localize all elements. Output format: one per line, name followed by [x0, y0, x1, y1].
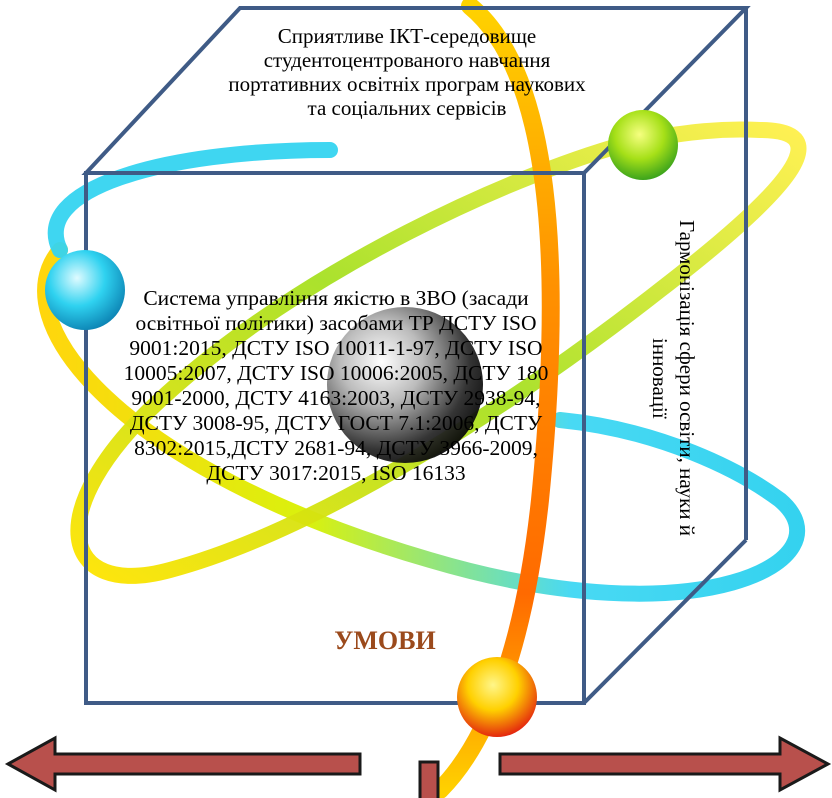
- bottom-arrows: [4, 735, 832, 798]
- orbit-horizontal-back: [47, 142, 338, 258]
- side-face-text: Гармонізація сфери освіти, науки й іннов…: [648, 219, 699, 536]
- right-arrow: [498, 735, 832, 793]
- top-face-text: Сприятливе ІКТ-середовище студентоцентро…: [228, 24, 586, 120]
- nucleus-sphere: [327, 307, 483, 463]
- front-face-text: Система управління якістю в ЗВО (засади …: [123, 286, 549, 485]
- cyan-electron: [45, 250, 125, 330]
- red-electron: [457, 657, 537, 737]
- green-electron: [608, 110, 678, 180]
- cube: [81, 6, 751, 705]
- orbit-diagonal: [70, 121, 807, 584]
- cube-front-face: [84, 171, 586, 705]
- left-arrow: [4, 735, 362, 793]
- cube-bottom-right-edge: [582, 538, 748, 705]
- conditions-label: УМОВИ: [334, 626, 436, 655]
- down-stem: [418, 760, 440, 798]
